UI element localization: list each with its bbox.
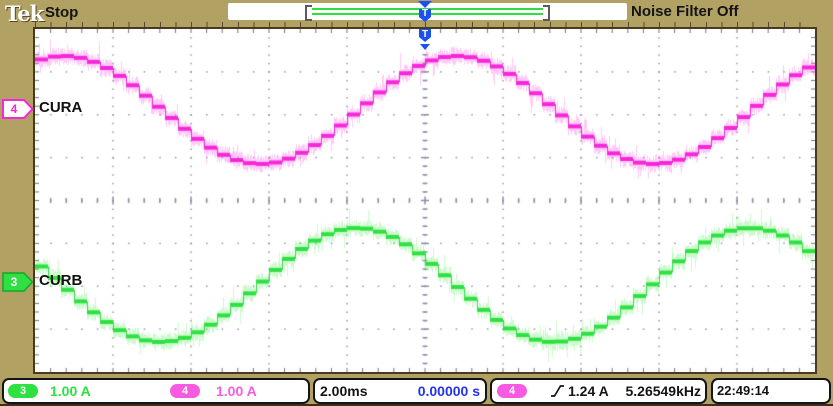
clock-readout: 22:49:14 bbox=[717, 383, 770, 398]
trigger-position-marker-recordbar: T bbox=[417, 1, 433, 23]
rising-edge-icon bbox=[551, 385, 564, 397]
waveform-display-area bbox=[33, 27, 817, 374]
channel4-ground-marker: 4 bbox=[2, 99, 34, 119]
trigger-frequency-readout: 5.26549kHz bbox=[625, 383, 701, 399]
channel3-scale: 1.00 A bbox=[50, 383, 91, 399]
channel4-badge: 4 bbox=[170, 384, 200, 398]
trigger-source-badge: 4 bbox=[497, 384, 527, 398]
tek-logo: Tek bbox=[5, 1, 44, 26]
channel4-scale: 1.00 A bbox=[216, 383, 257, 399]
acquisition-status: Stop bbox=[45, 4, 79, 21]
trigger-marker-letter: T bbox=[421, 29, 429, 40]
horizontal-delay-readout: 0.00000 s bbox=[417, 383, 480, 399]
noise-filter-status: Noise Filter Off bbox=[631, 3, 739, 20]
channel3-number: 3 bbox=[10, 275, 18, 289]
channel4-number: 4 bbox=[10, 102, 18, 116]
channel3-ground-marker: 3 bbox=[2, 272, 34, 292]
horizontal-readout-box: 2.00ms 0.00000 s bbox=[313, 378, 487, 404]
record-window-bracket-right bbox=[543, 5, 550, 21]
screen-bottom-edge bbox=[0, 404, 833, 406]
channel3-badge: 3 bbox=[8, 384, 38, 398]
channel4-waveform-label: CURA bbox=[39, 99, 83, 116]
trigger-level-readout: 1.24 A bbox=[568, 383, 609, 399]
channel3-waveform-label: CURB bbox=[39, 272, 83, 289]
trigger-marker-letter: T bbox=[421, 8, 429, 19]
horizontal-ruler-ticks bbox=[35, 22, 815, 27]
clock-readout-box: 22:49:14 bbox=[711, 378, 831, 404]
record-window-bracket-left bbox=[305, 5, 312, 21]
timebase-readout: 2.00ms bbox=[320, 383, 368, 399]
trigger-point-marker-graticule: T bbox=[417, 29, 433, 51]
trigger-readout-box: 4 1.24 A 5.26549kHz bbox=[490, 378, 707, 404]
graticule-canvas bbox=[35, 29, 815, 372]
channel-scale-readout-box: 3 1.00 A 4 1.00 A bbox=[2, 378, 310, 404]
